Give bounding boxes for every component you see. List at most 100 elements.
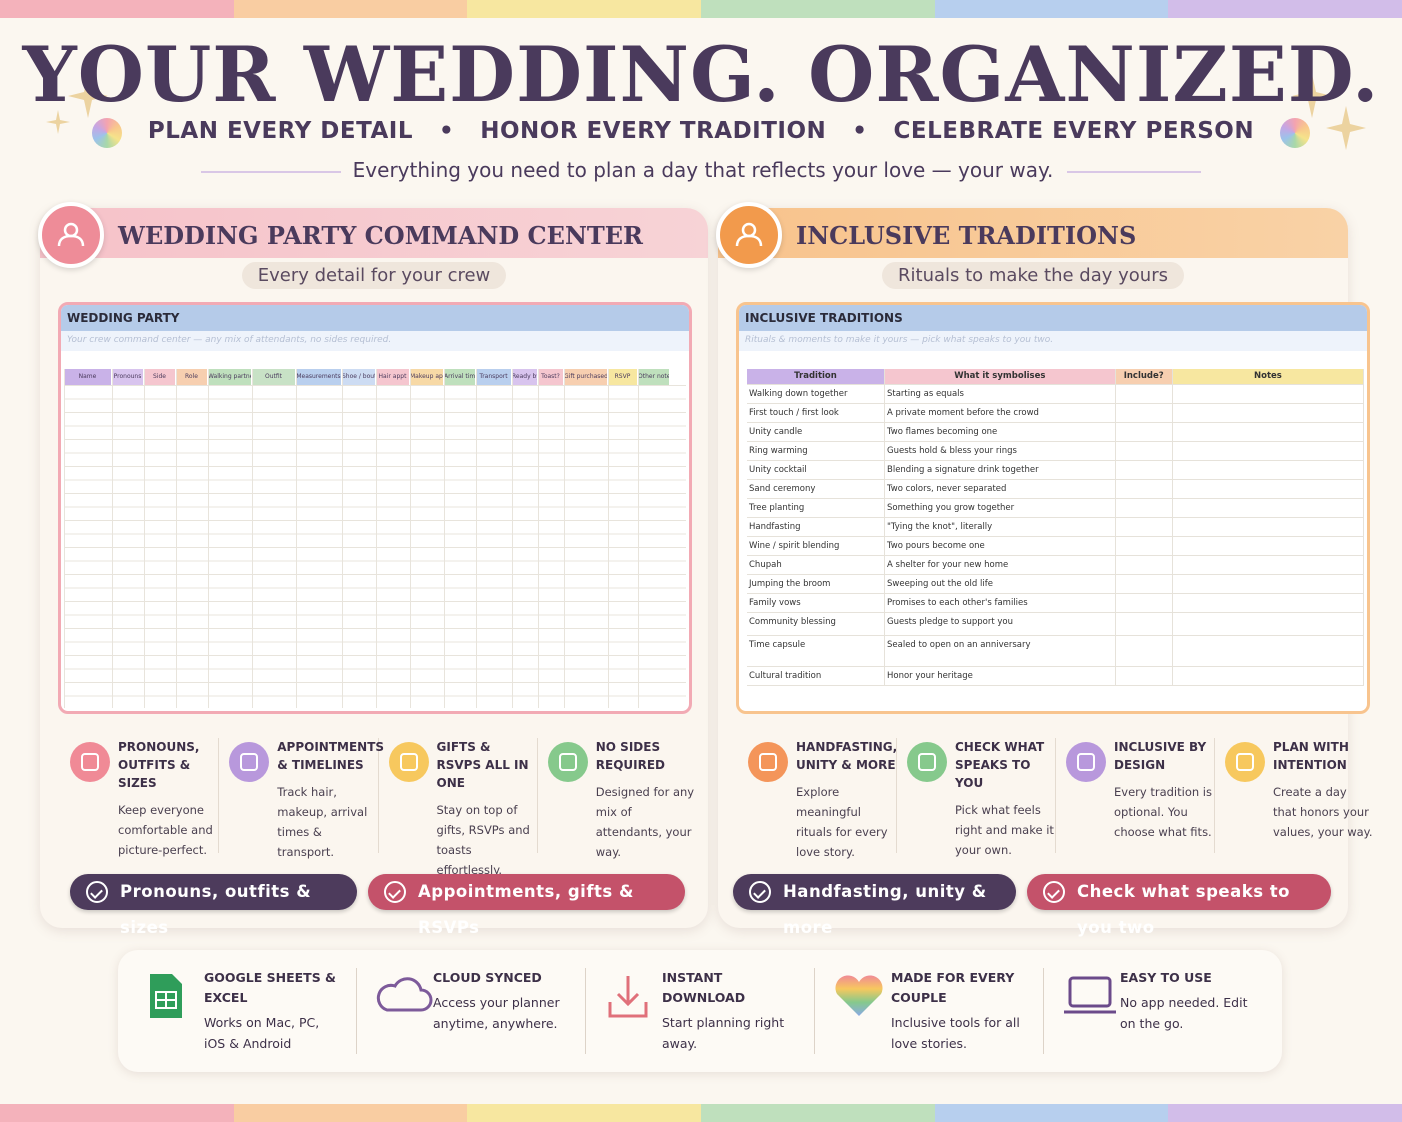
footer-text: Access your planner anytime, anywhere. bbox=[433, 995, 560, 1031]
cell: Guests pledge to support you bbox=[885, 613, 1116, 635]
feature-icon bbox=[1066, 742, 1106, 782]
cell bbox=[1173, 636, 1364, 666]
column-header: Side bbox=[144, 369, 176, 385]
cell: Chupah bbox=[747, 556, 885, 574]
column-header: Tradition bbox=[747, 369, 885, 384]
cell: Cultural tradition bbox=[747, 667, 885, 685]
feature-icon bbox=[907, 742, 947, 782]
cell bbox=[1173, 461, 1364, 479]
cell bbox=[1173, 575, 1364, 593]
feature: PRONOUNS, OUTFITS & SIZES Keep everyone c… bbox=[60, 738, 220, 857]
cell bbox=[1173, 423, 1364, 441]
subtitle-text: Everything you need to plan a day that r… bbox=[352, 158, 1054, 182]
footer-title: MADE FOR EVERY COUPLE bbox=[891, 970, 1015, 1005]
table-row: Time capsule Sealed to open on an anniver… bbox=[747, 636, 1364, 667]
feature-title: PLAN WITH INTENTION bbox=[1273, 740, 1349, 772]
cell bbox=[1116, 636, 1173, 666]
cell: Walking down together bbox=[747, 385, 885, 403]
column-header: Outfit bbox=[252, 369, 296, 385]
feature-text: Stay on top of gifts, RSVPs and toasts e… bbox=[436, 803, 530, 877]
table-row: Jumping the broom Sweeping out the old li… bbox=[747, 575, 1364, 594]
cell: Honor your heritage bbox=[885, 667, 1116, 685]
dot: • bbox=[439, 118, 455, 144]
column-header: Hair appt bbox=[376, 369, 410, 385]
footer-icon bbox=[150, 974, 182, 1018]
cell: Tree planting bbox=[747, 499, 885, 517]
cell bbox=[1116, 423, 1173, 441]
feature-icon bbox=[388, 742, 429, 782]
tagline: PLAN EVERY DETAIL bbox=[147, 118, 414, 144]
cell: Jumping the broom bbox=[747, 575, 885, 593]
cell: Community blessing bbox=[747, 613, 885, 635]
footer-item: INSTANT DOWNLOAD Start planning right awa… bbox=[586, 968, 815, 1054]
feature-title: GIFTS & RSVPS ALL IN ONE bbox=[436, 740, 529, 790]
cell: Promises to each other's families bbox=[885, 594, 1116, 612]
rainbow-heart bbox=[1280, 118, 1311, 148]
cell: Unity cocktail bbox=[747, 461, 885, 479]
sparkles bbox=[46, 74, 108, 134]
sheet: WEDDING PARTY Your crew command center — … bbox=[58, 302, 692, 714]
cell: Sealed to open on an anniversary bbox=[885, 636, 1116, 666]
feature-icon bbox=[229, 742, 270, 782]
table-row: Unity cocktail Blending a signature drink… bbox=[747, 461, 1364, 480]
cell bbox=[1173, 499, 1364, 517]
button[interactable]: Pronouns, outfits & sizes bbox=[70, 874, 357, 937]
cell bbox=[1173, 404, 1364, 422]
table: Tradition What it symbolises Include? Notes… bbox=[747, 369, 1364, 686]
grid bbox=[64, 385, 686, 708]
footer-item: CLOUD SYNCED Access your planner anytime,… bbox=[357, 968, 586, 1054]
footer-title: CLOUD SYNCED bbox=[433, 970, 542, 985]
footer-icon bbox=[835, 975, 883, 1016]
tagline: CELEBRATE EVERY PERSON bbox=[893, 118, 1255, 144]
cell bbox=[1116, 594, 1173, 612]
feature-text: Designed for any mix of attendants, your… bbox=[595, 785, 695, 859]
panel-icon bbox=[38, 202, 104, 268]
column-header: Transport bbox=[476, 369, 512, 385]
cell bbox=[1173, 556, 1364, 574]
feature-icon bbox=[748, 742, 788, 782]
column-header: Notes bbox=[1172, 369, 1364, 384]
panel-subtitle: Rituals to make the day yours bbox=[718, 262, 1348, 289]
tagline: HONOR EVERY TRADITION bbox=[480, 118, 827, 144]
feature-title: HANDFASTING, UNITY & MORE bbox=[796, 740, 898, 772]
cell: Time capsule bbox=[747, 636, 885, 666]
feature-title: NO SIDES REQUIRED bbox=[595, 740, 665, 772]
button[interactable]: Check what speaks to you two bbox=[1027, 874, 1331, 937]
button[interactable]: Appointments, gifts & RSVPs bbox=[368, 874, 685, 937]
feature-text: Every tradition is optional. You choose … bbox=[1114, 785, 1212, 839]
panel-icon bbox=[716, 202, 782, 268]
table-row: Walking down together Starting as equals bbox=[747, 385, 1364, 404]
feature-text: Explore meaningful rituals for every lov… bbox=[796, 785, 888, 859]
footer-bar: GOOGLE SHEETS & EXCEL Works on Mac, PC, i… bbox=[118, 950, 1282, 1072]
cell bbox=[1173, 385, 1364, 403]
feature: PLAN WITH INTENTION Create a day that hon… bbox=[1215, 738, 1373, 853]
table-row: Ring warming Guests hold & bless your rin… bbox=[747, 442, 1364, 461]
footer-text: Inclusive tools for all love stories. bbox=[891, 1015, 1020, 1051]
cell bbox=[1173, 613, 1364, 635]
header-row: Name Pronouns Side Role Walking partner Outfi… bbox=[64, 369, 686, 385]
cell: Sand ceremony bbox=[747, 480, 885, 498]
cell: Sweeping out the old life bbox=[885, 575, 1116, 593]
footer-item: GOOGLE SHEETS & EXCEL Works on Mac, PC, i… bbox=[128, 968, 357, 1054]
table-row: Wine / spirit blending Two pours become o… bbox=[747, 537, 1364, 556]
column-header: Name bbox=[64, 369, 112, 385]
rainbow-stripe bbox=[0, 0, 1402, 18]
feature-text: Pick what feels right and make it your o… bbox=[955, 803, 1054, 857]
button[interactable]: Handfasting, unity & more bbox=[733, 874, 1016, 937]
panel: INCLUSIVE TRADITIONS Rituals to make the … bbox=[716, 202, 1373, 937]
column-header: Measurements bbox=[296, 369, 342, 385]
footer-item: EASY TO USE No app needed. Edit on the go… bbox=[1044, 968, 1272, 1054]
sheet: INCLUSIVE TRADITIONS Rituals & moments to… bbox=[736, 302, 1370, 714]
cell: Starting as equals bbox=[885, 385, 1116, 403]
table-row: Chupah A shelter for your new home bbox=[747, 556, 1364, 575]
column-header: Walking partner bbox=[208, 369, 252, 385]
cell bbox=[1116, 518, 1173, 536]
cell bbox=[1173, 442, 1364, 460]
cell bbox=[1116, 461, 1173, 479]
feature: NO SIDES REQUIRED Designed for any mix of… bbox=[538, 738, 696, 859]
subtitle: Everything you need to plan a day that r… bbox=[0, 158, 1402, 182]
cell: A private moment before the crowd bbox=[885, 404, 1116, 422]
feature-text: Keep everyone comfortable and picture-pe… bbox=[118, 803, 213, 857]
column-header: Pronouns bbox=[112, 369, 144, 385]
cell: Two pours become one bbox=[885, 537, 1116, 555]
